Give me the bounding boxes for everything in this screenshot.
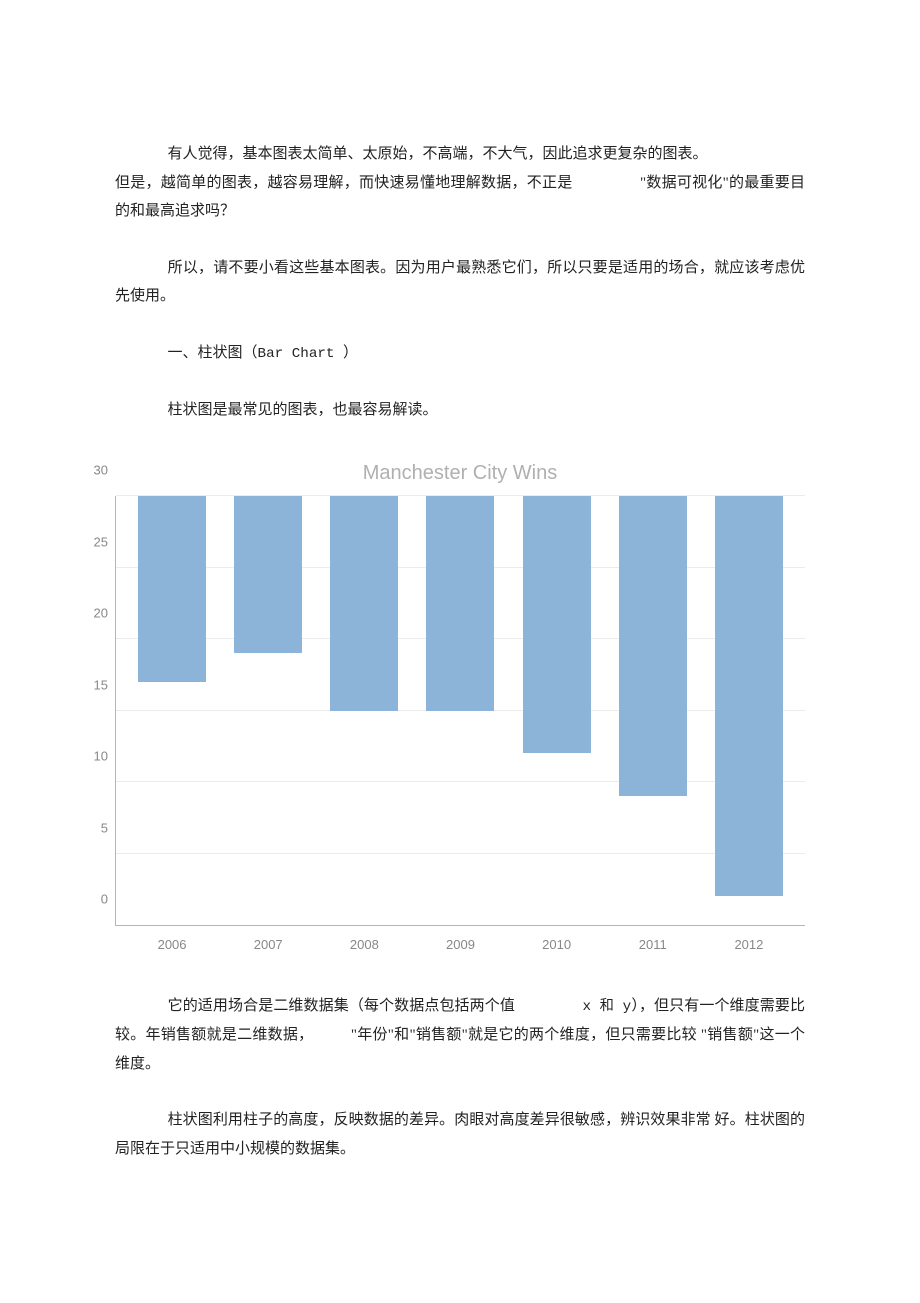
ytick-label: 20 <box>94 602 108 627</box>
bar-slot: 2010 <box>509 496 605 925</box>
chart-plot-area: 051015202530 200620072008200920102011201… <box>115 496 805 926</box>
bar-slot: 2008 <box>316 496 412 925</box>
text: 它的适用场合是二维数据集（每个数据点包括两个值 <box>168 998 515 1014</box>
paragraph-2: 所以，请不要小看这些基本图表。因为用户最熟悉它们，所以只要是适用的场合，就应该考… <box>115 254 805 311</box>
ytick-label: 30 <box>94 459 108 484</box>
bar <box>138 496 206 682</box>
ytick-label: 25 <box>94 531 108 556</box>
xtick-label: 2007 <box>254 933 283 958</box>
paragraph-4: 它的适用场合是二维数据集（每个数据点包括两个值x 和 y），但只有一个维度需要比… <box>115 992 805 1078</box>
text: 柱状图利用柱子的高度，反映数据的差异。肉眼对高度差异很敏感，辨识效果非常 好。柱… <box>115 1112 805 1157</box>
text: 有人觉得，基本图表太简单、太原始，不高端，不大气，因此追求更复杂的图表。 <box>168 146 708 162</box>
bar <box>330 496 398 711</box>
paragraph-3: 柱状图是最常见的图表，也最容易解读。 <box>115 396 805 425</box>
bar <box>619 496 687 796</box>
xtick-label: 2006 <box>158 933 187 958</box>
text: 柱状图是最常见的图表，也最容易解读。 <box>168 402 438 418</box>
ytick-label: 5 <box>101 817 108 842</box>
xtick-label: 2008 <box>350 933 379 958</box>
heading-part: ） <box>343 345 358 361</box>
bar-slot: 2006 <box>124 496 220 925</box>
heading-part-en: Bar Chart <box>258 346 344 362</box>
bar-slot: 2011 <box>605 496 701 925</box>
paragraph-1: 有人觉得，基本图表太简单、太原始，不高端，不大气，因此追求更复杂的图表。 但是，… <box>115 140 805 226</box>
paragraph-5: 柱状图利用柱子的高度，反映数据的差异。肉眼对高度差异很敏感，辨识效果非常 好。柱… <box>115 1106 805 1163</box>
bar <box>523 496 591 753</box>
heading-part: 一、柱状图（ <box>168 345 258 361</box>
chart-title: Manchester City Wins <box>115 454 805 492</box>
bar-slot: 2007 <box>220 496 316 925</box>
bar-slot: 2009 <box>412 496 508 925</box>
section-heading-bar-chart: 一、柱状图（Bar Chart ） <box>115 339 805 368</box>
text-mono: x 和 y <box>582 999 631 1015</box>
bar-slot: 2012 <box>701 496 797 925</box>
chart-bars: 2006200720082009201020112012 <box>116 496 805 925</box>
bar <box>426 496 494 711</box>
ytick-label: 10 <box>94 745 108 770</box>
bar <box>715 496 783 896</box>
bar-chart-figure: Manchester City Wins 051015202530 200620… <box>115 454 805 954</box>
xtick-label: 2011 <box>639 933 667 958</box>
ytick-label: 0 <box>101 888 108 913</box>
ytick-label: 15 <box>94 674 108 699</box>
text: 所以，请不要小看这些基本图表。因为用户最熟悉它们，所以只要是适用的场合，就应该考… <box>115 260 805 305</box>
text: 但是，越简单的图表，越容易理解，而快速易懂地理解数据，不正是 <box>115 175 573 191</box>
xtick-label: 2009 <box>446 933 475 958</box>
xtick-label: 2012 <box>734 933 763 958</box>
bar <box>234 496 302 653</box>
xtick-label: 2010 <box>542 933 571 958</box>
